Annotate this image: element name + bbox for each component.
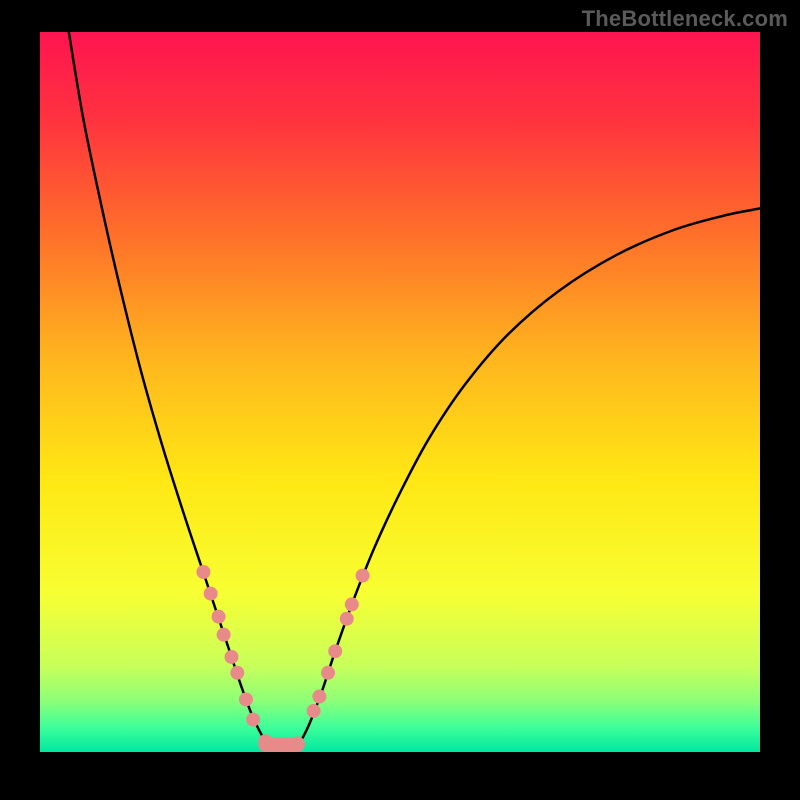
data-marker <box>239 692 253 706</box>
data-marker <box>230 666 244 680</box>
data-marker <box>246 713 260 727</box>
data-marker <box>291 736 305 750</box>
data-marker <box>356 569 370 583</box>
data-marker <box>328 644 342 658</box>
data-marker <box>340 612 354 626</box>
bottleneck-curve-chart <box>40 32 760 752</box>
watermark-text: TheBottleneck.com <box>582 6 788 32</box>
data-marker <box>204 587 218 601</box>
data-marker <box>321 666 335 680</box>
data-marker <box>307 704 321 718</box>
data-marker <box>312 690 326 704</box>
data-marker <box>225 650 239 664</box>
data-marker <box>196 565 210 579</box>
data-marker <box>217 628 231 642</box>
data-marker <box>345 597 359 611</box>
data-marker <box>212 610 226 624</box>
plot-area <box>40 32 760 752</box>
chart-container: TheBottleneck.com <box>0 0 800 800</box>
